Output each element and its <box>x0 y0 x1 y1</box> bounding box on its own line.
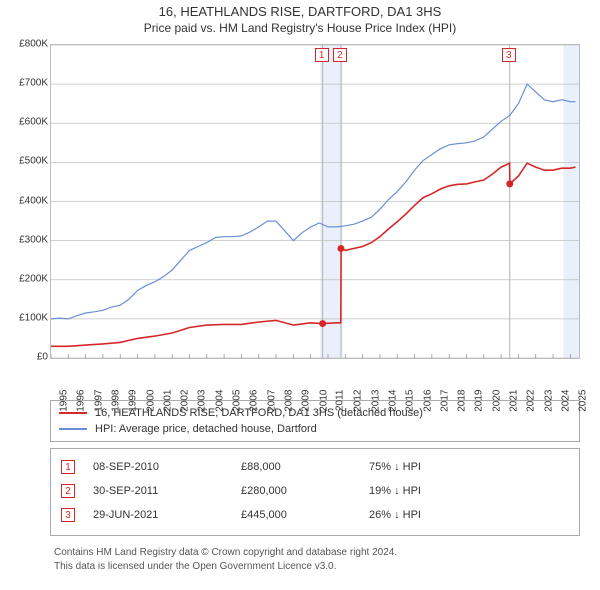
x-axis-tick-label: 2001 <box>162 390 173 412</box>
table-row: 3 29-JUN-2021 £445,000 26% ↓ HPI <box>61 503 569 527</box>
x-axis-tick-label: 2002 <box>179 390 190 412</box>
x-axis-tick-label: 2010 <box>318 390 329 412</box>
x-axis-tick-label: 2009 <box>301 390 312 412</box>
chart-svg <box>51 45 579 358</box>
transaction-date: 30-SEP-2011 <box>93 485 223 497</box>
y-axis-tick-label: £300K <box>19 234 48 245</box>
x-axis-tick-label: 1996 <box>76 390 87 412</box>
transactions-box: 1 08-SEP-2010 £88,000 75% ↓ HPI 2 30-SEP… <box>50 448 580 536</box>
x-axis-tick-label: 2013 <box>370 390 381 412</box>
x-axis-tick-label: 2024 <box>560 390 571 412</box>
transaction-number-icon: 3 <box>61 508 75 522</box>
figure-root: 16, HEATHLANDS RISE, DARTFORD, DA1 3HS P… <box>0 0 600 590</box>
transaction-diff: 26% ↓ HPI <box>369 509 509 521</box>
chart-marker-icon: 3 <box>502 48 516 62</box>
legend-row: HPI: Average price, detached house, Dart… <box>59 421 571 437</box>
y-axis-tick-label: £100K <box>19 312 48 323</box>
footer-line: Contains HM Land Registry data © Crown c… <box>54 546 584 560</box>
transaction-price: £445,000 <box>241 509 351 521</box>
x-axis-tick-label: 2011 <box>334 390 345 412</box>
chart-marker-icon: 2 <box>333 48 347 62</box>
table-row: 1 08-SEP-2010 £88,000 75% ↓ HPI <box>61 455 569 479</box>
y-axis-tick-label: £500K <box>19 156 48 167</box>
footer-line: This data is licensed under the Open Gov… <box>54 560 584 574</box>
y-axis-tick-label: £600K <box>19 117 48 128</box>
x-axis-tick-label: 2019 <box>474 390 485 412</box>
x-axis-tick-label: 2014 <box>387 390 398 412</box>
x-axis-tick-label: 2003 <box>197 390 208 412</box>
x-axis-tick-label: 2016 <box>422 390 433 412</box>
x-axis-tick-label: 2008 <box>283 390 294 412</box>
y-axis-tick-label: £400K <box>19 195 48 206</box>
x-axis-tick-label: 2022 <box>526 390 537 412</box>
title-block: 16, HEATHLANDS RISE, DARTFORD, DA1 3HS P… <box>0 0 600 35</box>
chart-marker-icon: 1 <box>315 48 329 62</box>
transaction-number-icon: 2 <box>61 484 75 498</box>
x-axis-tick-label: 1997 <box>93 390 104 412</box>
y-axis-tick-label: £200K <box>19 273 48 284</box>
footer-attribution: Contains HM Land Registry data © Crown c… <box>50 544 588 575</box>
transaction-price: £280,000 <box>241 485 351 497</box>
chart-plot-area <box>50 44 580 359</box>
x-axis-tick-label: 2021 <box>508 390 519 412</box>
x-axis-tick-label: 2015 <box>404 390 415 412</box>
transaction-number-icon: 1 <box>61 460 75 474</box>
title-line2: Price paid vs. HM Land Registry's House … <box>0 21 600 35</box>
transaction-date: 08-SEP-2010 <box>93 461 223 473</box>
table-row: 2 30-SEP-2011 £280,000 19% ↓ HPI <box>61 479 569 503</box>
x-axis-tick-label: 2020 <box>491 390 502 412</box>
transaction-diff: 75% ↓ HPI <box>369 461 509 473</box>
legend-swatch <box>59 428 87 430</box>
x-axis-tick-label: 2005 <box>231 390 242 412</box>
x-axis-tick-label: 2017 <box>439 390 450 412</box>
x-axis-tick-label: 2007 <box>266 390 277 412</box>
x-axis-tick-label: 2006 <box>249 390 260 412</box>
x-axis-tick-label: 2004 <box>214 390 225 412</box>
y-axis-tick-label: £800K <box>19 39 48 50</box>
transaction-price: £88,000 <box>241 461 351 473</box>
transaction-date: 29-JUN-2021 <box>93 509 223 521</box>
x-axis-tick-label: 1998 <box>110 390 121 412</box>
x-axis-tick-label: 1995 <box>58 390 69 412</box>
x-axis-tick-label: 2012 <box>353 390 364 412</box>
legend-label: HPI: Average price, detached house, Dart… <box>95 423 317 435</box>
y-axis-tick-label: £0 <box>37 352 48 363</box>
legend-swatch <box>59 412 87 414</box>
x-axis-tick-label: 2025 <box>578 390 589 412</box>
x-axis-tick-label: 2000 <box>145 390 156 412</box>
y-axis-tick-label: £700K <box>19 78 48 89</box>
x-axis-tick-label: 2023 <box>543 390 554 412</box>
x-axis-tick-label: 2018 <box>456 390 467 412</box>
x-axis-tick-label: 1999 <box>127 390 138 412</box>
title-line1: 16, HEATHLANDS RISE, DARTFORD, DA1 3HS <box>0 4 600 19</box>
transaction-diff: 19% ↓ HPI <box>369 485 509 497</box>
